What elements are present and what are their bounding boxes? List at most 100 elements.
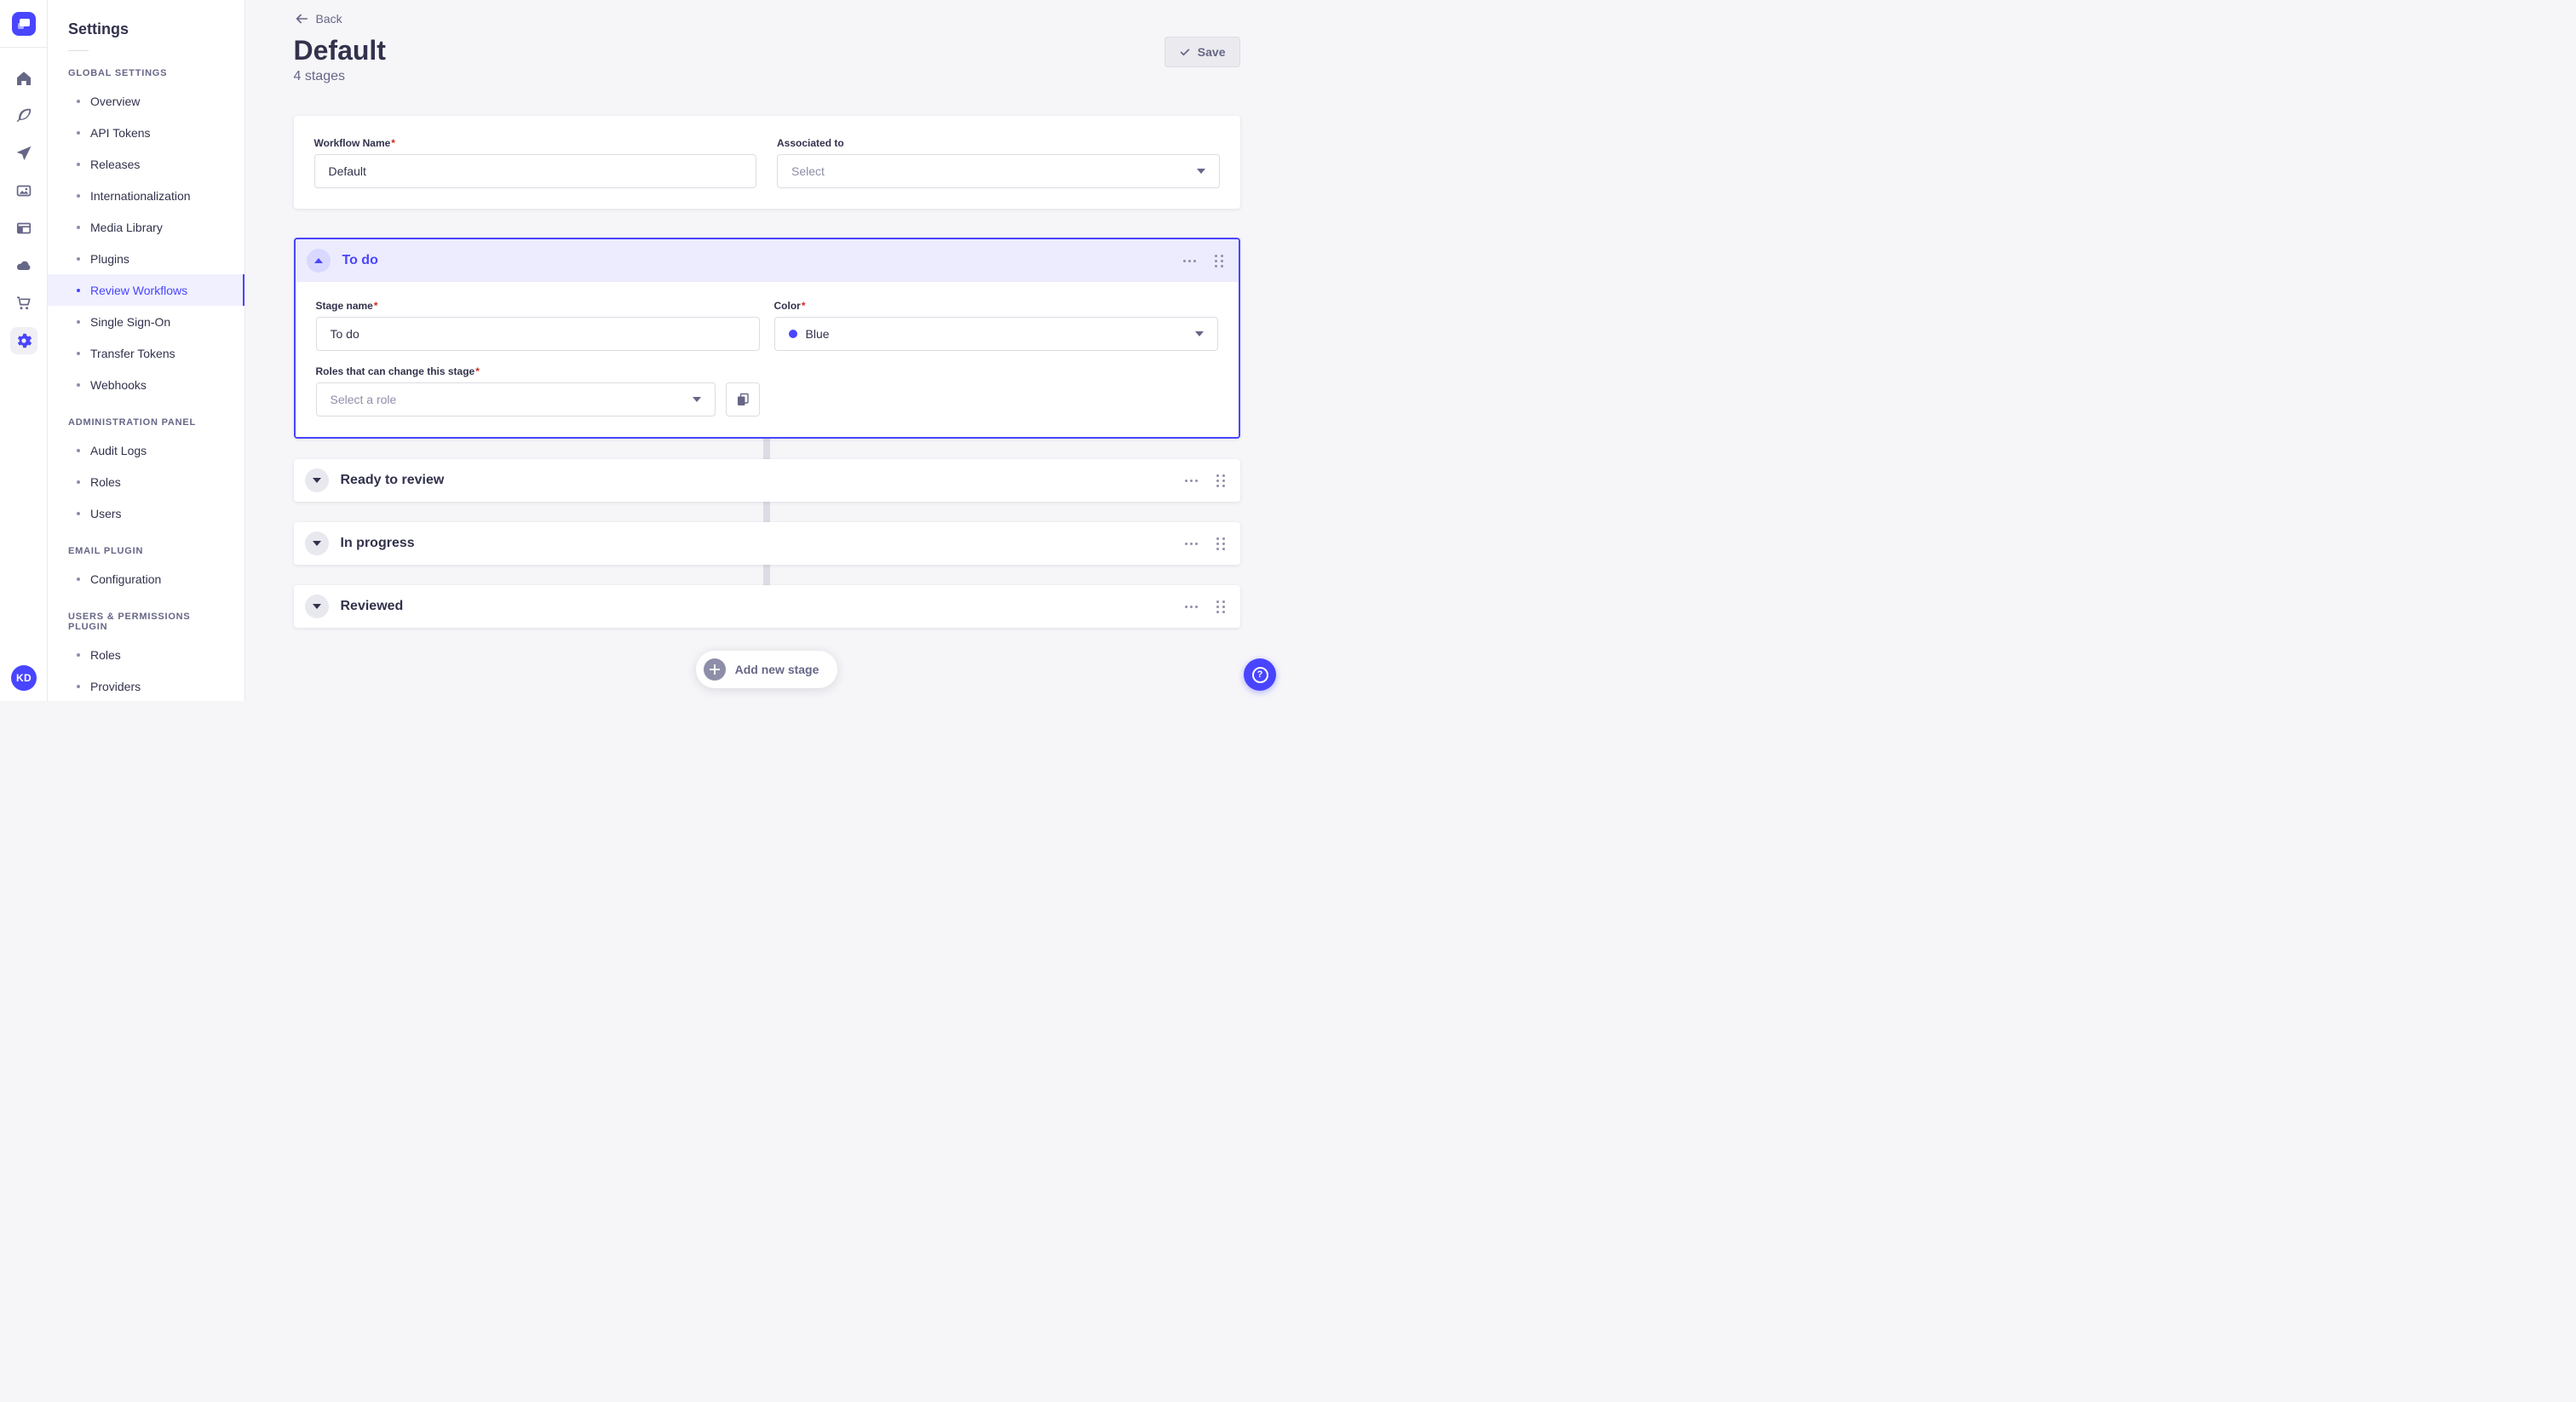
sidebar-item-users[interactable]: Users xyxy=(48,497,244,529)
sidebar-item-up-roles[interactable]: Roles xyxy=(48,639,244,670)
chevron-down-icon xyxy=(312,478,321,483)
bullet-dot xyxy=(77,684,80,688)
gear-icon xyxy=(17,333,32,348)
sidebar-item-webhooks[interactable]: Webhooks xyxy=(48,369,244,400)
sidebar-item-single-sign-on[interactable]: Single Sign-On xyxy=(48,306,244,337)
sidebar-item-email-configuration[interactable]: Configuration xyxy=(48,563,244,595)
bullet-dot xyxy=(77,577,80,581)
strapi-logo[interactable] xyxy=(11,12,36,36)
color-value: Blue xyxy=(805,327,830,341)
nav-content[interactable] xyxy=(10,102,37,129)
color-select[interactable]: Blue xyxy=(773,317,1218,351)
bullet-dot xyxy=(77,319,80,324)
sidebar-item-transfer-tokens[interactable]: Transfer Tokens xyxy=(48,337,244,369)
back-link[interactable]: Back xyxy=(294,0,342,26)
stage-accordion-to-do[interactable]: To do xyxy=(295,239,1239,282)
collapse-toggle-button[interactable] xyxy=(306,249,331,273)
drag-handle[interactable] xyxy=(1215,473,1227,489)
chevron-down-icon xyxy=(312,604,321,609)
sidebar-item-review-workflows[interactable]: Review Workflows xyxy=(48,274,244,306)
subnav-divider xyxy=(68,50,89,51)
roles-label: Roles that can change this stage* xyxy=(315,365,480,377)
drag-handle[interactable] xyxy=(1215,536,1227,552)
stage-card-to-do: To do Stage name* Col xyxy=(293,238,1240,439)
duplicate-roles-button[interactable] xyxy=(725,382,760,417)
feather-icon xyxy=(16,108,31,123)
nav-home[interactable] xyxy=(10,65,37,92)
bullet-dot xyxy=(77,382,80,387)
bullet-dot xyxy=(77,351,80,355)
chevron-down-icon xyxy=(692,397,701,402)
expand-toggle-button[interactable] xyxy=(304,595,329,618)
nav-deploy[interactable] xyxy=(10,252,37,279)
sidebar-item-audit-logs[interactable]: Audit Logs xyxy=(48,434,244,466)
expand-toggle-button[interactable] xyxy=(304,468,329,492)
nav-divider xyxy=(0,47,47,48)
chevron-down-icon xyxy=(1196,169,1205,174)
page-title: Default xyxy=(293,35,386,66)
chevron-up-icon xyxy=(313,258,323,263)
stage-name-input[interactable] xyxy=(315,317,760,351)
drag-handle[interactable] xyxy=(1213,253,1225,269)
bullet-dot xyxy=(77,511,80,515)
stage-options-menu[interactable] xyxy=(1183,475,1199,486)
chevron-down-icon xyxy=(312,541,321,546)
pictures-icon xyxy=(16,185,31,197)
color-swatch-blue xyxy=(788,330,797,338)
help-button[interactable]: ? xyxy=(1244,658,1276,691)
required-mark: * xyxy=(391,137,395,149)
duplicate-icon xyxy=(737,393,749,405)
drag-handle[interactable] xyxy=(1215,599,1227,615)
sidebar-item-api-tokens[interactable]: API Tokens xyxy=(48,117,244,148)
sidebar-item-overview[interactable]: Overview xyxy=(48,85,244,117)
nav-settings[interactable] xyxy=(9,327,37,354)
stage-options-menu[interactable] xyxy=(1183,538,1199,549)
stage-accordion-in-progress[interactable]: In progress xyxy=(294,522,1240,565)
nav-media[interactable] xyxy=(10,177,37,204)
section-users-permissions-plugin: USERS & PERMISSIONS PLUGIN xyxy=(68,612,191,632)
workflow-name-label: Workflow Name* xyxy=(313,137,395,149)
sidebar-item-plugins[interactable]: Plugins xyxy=(48,243,244,274)
strapi-logo-icon xyxy=(17,19,30,29)
stage-options-menu[interactable] xyxy=(1183,601,1199,612)
save-button[interactable]: Save xyxy=(1164,37,1240,67)
associated-to-label: Associated to xyxy=(777,137,844,149)
section-email-plugin: EMAIL PLUGIN xyxy=(68,546,144,556)
stage-title: Reviewed xyxy=(340,599,404,613)
paper-plane-icon xyxy=(16,146,31,161)
stage-accordion-ready-to-review[interactable]: Ready to review xyxy=(294,459,1240,502)
cart-icon xyxy=(16,296,31,310)
plus-icon xyxy=(703,658,726,681)
stage-title: To do xyxy=(342,253,378,267)
main-nav-rail: KD xyxy=(0,0,48,701)
sidebar-item-internationalization[interactable]: Internationalization xyxy=(48,180,244,211)
bullet-dot xyxy=(77,130,80,135)
main-content: Back Default Save 4 stages Workflow Name… xyxy=(245,0,1288,701)
section-administration-panel: ADMINISTRATION PANEL xyxy=(68,417,197,428)
roles-select[interactable]: Select a role xyxy=(315,382,716,417)
stage-options-menu[interactable] xyxy=(1182,256,1198,267)
workflow-name-input[interactable] xyxy=(313,154,756,188)
required-mark: * xyxy=(475,365,480,377)
sidebar-item-providers[interactable]: Providers xyxy=(48,670,244,701)
nav-content-type-builder[interactable] xyxy=(10,215,37,242)
color-label: Color* xyxy=(773,300,806,312)
sidebar-item-releases[interactable]: Releases xyxy=(48,148,244,180)
stage-card-reviewed: Reviewed xyxy=(293,585,1240,628)
settings-subnav: Settings GLOBAL SETTINGS Overview API To… xyxy=(48,0,245,701)
nav-release[interactable] xyxy=(10,140,37,167)
add-new-stage-button[interactable]: Add new stage xyxy=(695,651,838,688)
user-avatar[interactable]: KD xyxy=(11,665,37,691)
stage-accordion-reviewed[interactable]: Reviewed xyxy=(294,585,1240,628)
check-icon xyxy=(1180,49,1190,56)
bullet-dot xyxy=(77,162,80,166)
sidebar-item-admin-roles[interactable]: Roles xyxy=(48,466,244,497)
expand-toggle-button[interactable] xyxy=(304,531,329,555)
question-mark-icon: ? xyxy=(1251,666,1268,683)
bullet-dot xyxy=(77,480,80,484)
stage-card-in-progress: In progress xyxy=(293,522,1240,565)
nav-marketplace[interactable] xyxy=(10,290,37,317)
associated-to-select[interactable]: Select xyxy=(777,154,1220,188)
subnav-title: Settings xyxy=(68,20,129,37)
sidebar-item-media-library[interactable]: Media Library xyxy=(48,211,244,243)
